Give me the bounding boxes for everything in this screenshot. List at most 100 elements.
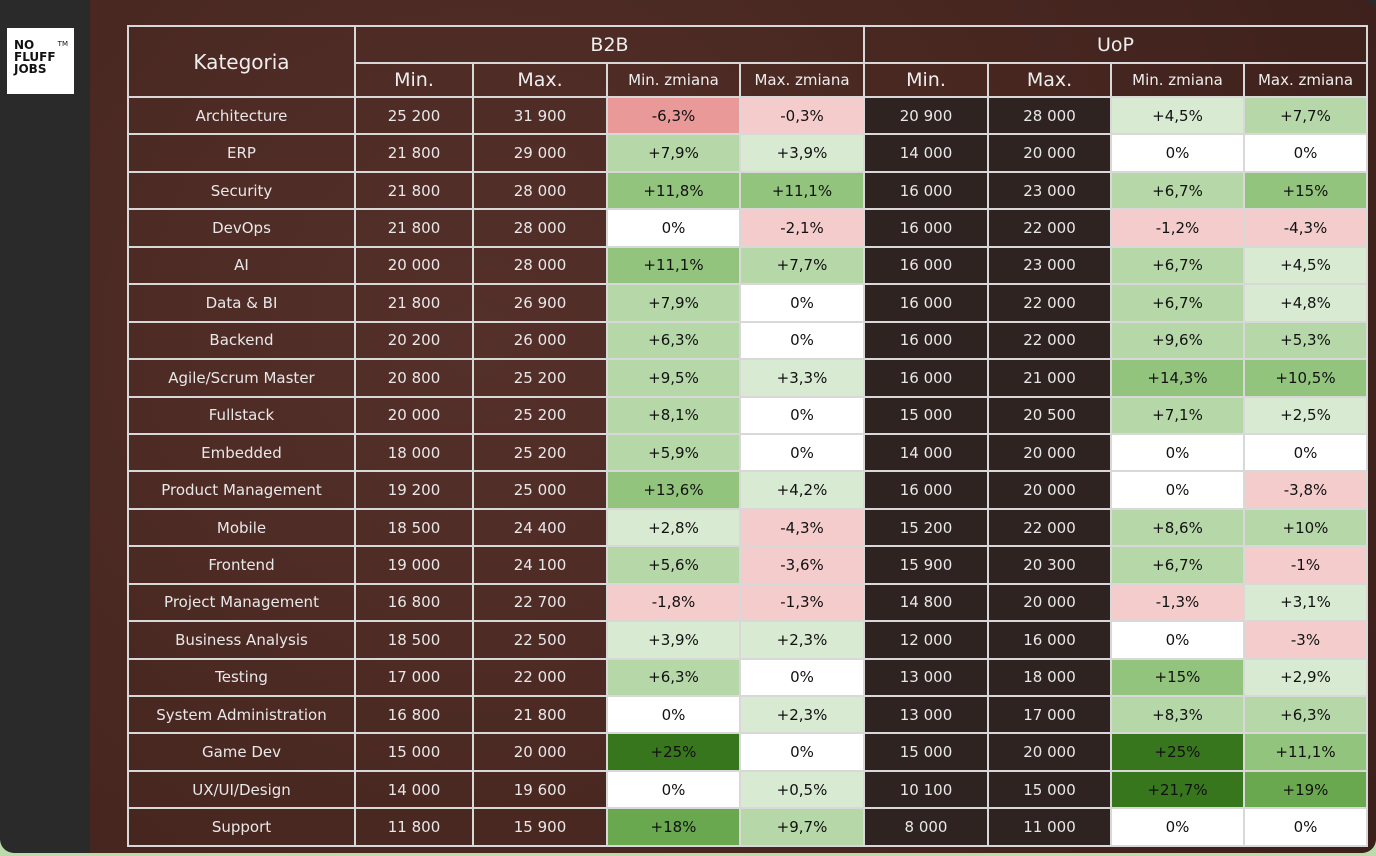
uop-max-cell: 20 300: [987, 545, 1112, 585]
table-row: Testing 17 000 22 000 +6,3% 0% 13 000 18 000 +1…: [127, 657, 1368, 698]
b2b-max-cell: 28 000: [472, 208, 608, 248]
uop-max-change-cell: +2,5%: [1243, 395, 1368, 435]
uop-max-change-cell: -3%: [1243, 620, 1368, 660]
b2b-max-change-cell: 0%: [739, 732, 865, 772]
b2b-min-cell: 21 800: [354, 133, 474, 173]
b2b-max-cell: 26 000: [472, 320, 608, 361]
uop-max-cell: 22 000: [987, 507, 1112, 548]
table-row: Backend 20 200 26 000 +6,3% 0% 16 000 22 000 +9…: [127, 320, 1368, 361]
b2b-max-cell: 25 200: [472, 432, 608, 473]
table-row: Embedded 18 000 25 200 +5,9% 0% 14 000 20 000 0…: [127, 432, 1368, 473]
table-row: Data & BI 21 800 26 900 +7,9% 0% 16 000 22 000…: [127, 283, 1368, 323]
b2b-max-cell: 28 000: [472, 245, 608, 286]
b2b-min-cell: 14 000: [354, 769, 474, 810]
header-b2b-max-change: Max. zmiana: [739, 62, 865, 98]
b2b-max-change-cell: +11,1%: [739, 170, 865, 211]
b2b-min-cell: 19 000: [354, 545, 474, 585]
b2b-min-change-cell: +3,9%: [606, 620, 741, 660]
b2b-min-change-cell: +2,8%: [606, 507, 741, 548]
table-row: Mobile 18 500 24 400 +2,8% -4,3% 15 200 22 000…: [127, 507, 1368, 548]
table-row: Architecture 25 200 31 900 -6,3% -0,3% 20 900…: [127, 95, 1368, 136]
category-cell: Security: [127, 170, 356, 211]
uop-min-change-cell: +8,6%: [1110, 507, 1245, 548]
uop-min-cell: 15 000: [863, 395, 989, 435]
table-row: Project Management 16 800 22 700 -1,8% -1,3%…: [127, 582, 1368, 623]
uop-max-change-cell: +4,5%: [1243, 245, 1368, 286]
category-cell: Project Management: [127, 582, 356, 623]
table-row: UX/UI/Design 14 000 19 600 0% +0,5% 10 100 15 …: [127, 769, 1368, 810]
b2b-max-change-cell: 0%: [739, 395, 865, 435]
b2b-max-change-cell: +4,2%: [739, 470, 865, 510]
header-uop: UoP: [863, 25, 1368, 64]
b2b-max-change-cell: -4,3%: [739, 507, 865, 548]
b2b-max-change-cell: +3,3%: [739, 358, 865, 398]
b2b-max-cell: 24 400: [472, 507, 608, 548]
b2b-min-cell: 21 800: [354, 283, 474, 323]
b2b-max-cell: 20 000: [472, 732, 608, 772]
uop-max-change-cell: 0%: [1243, 432, 1368, 473]
category-cell: Game Dev: [127, 732, 356, 772]
category-cell: Data & BI: [127, 283, 356, 323]
b2b-min-cell: 25 200: [354, 95, 474, 136]
table-row: Support 11 800 15 900 +18% +9,7% 8 000 11 000 0…: [127, 807, 1368, 847]
b2b-min-cell: 19 200: [354, 470, 474, 510]
b2b-max-change-cell: 0%: [739, 432, 865, 473]
b2b-min-change-cell: +7,9%: [606, 133, 741, 173]
uop-max-change-cell: +15%: [1243, 170, 1368, 211]
uop-max-change-cell: +6,3%: [1243, 694, 1368, 735]
table-row: Frontend 19 000 24 100 +5,6% -3,6% 15 900 20 3…: [127, 545, 1368, 585]
uop-max-cell: 20 000: [987, 732, 1112, 772]
b2b-max-change-cell: +0,5%: [739, 769, 865, 810]
header-uop-min: Min.: [863, 62, 989, 98]
uop-min-cell: 16 000: [863, 170, 989, 211]
b2b-max-change-cell: 0%: [739, 657, 865, 698]
b2b-min-cell: 21 800: [354, 208, 474, 248]
category-cell: Architecture: [127, 95, 356, 136]
b2b-min-change-cell: +8,1%: [606, 395, 741, 435]
uop-min-cell: 16 000: [863, 208, 989, 248]
b2b-min-change-cell: +6,3%: [606, 320, 741, 361]
b2b-max-cell: 15 900: [472, 807, 608, 847]
uop-max-cell: 22 000: [987, 208, 1112, 248]
b2b-max-cell: 22 000: [472, 657, 608, 698]
b2b-max-cell: 25 200: [472, 395, 608, 435]
b2b-min-change-cell: +13,6%: [606, 470, 741, 510]
b2b-min-change-cell: +5,9%: [606, 432, 741, 473]
table-row: System Administration 16 800 21 800 0% +2,3%…: [127, 694, 1368, 735]
b2b-min-cell: 17 000: [354, 657, 474, 698]
uop-min-change-cell: +6,7%: [1110, 283, 1245, 323]
table-row: AI 20 000 28 000 +11,1% +7,7% 16 000 23 000 +6,…: [127, 245, 1368, 286]
category-cell: Agile/Scrum Master: [127, 358, 356, 398]
uop-min-cell: 20 900: [863, 95, 989, 136]
header-category: Kategoria: [127, 25, 356, 98]
b2b-min-change-cell: +11,1%: [606, 245, 741, 286]
b2b-max-cell: 24 100: [472, 545, 608, 585]
b2b-min-cell: 16 800: [354, 694, 474, 735]
b2b-max-change-cell: 0%: [739, 283, 865, 323]
uop-max-change-cell: +10%: [1243, 507, 1368, 548]
b2b-min-change-cell: 0%: [606, 208, 741, 248]
b2b-max-cell: 26 900: [472, 283, 608, 323]
table-row: Business Analysis 18 500 22 500 +3,9% +2,3% 1…: [127, 620, 1368, 660]
table-row: DevOps 21 800 28 000 0% -2,1% 16 000 22 000 -1,…: [127, 208, 1368, 248]
uop-max-cell: 22 000: [987, 283, 1112, 323]
b2b-min-change-cell: +25%: [606, 732, 741, 772]
uop-max-change-cell: -3,8%: [1243, 470, 1368, 510]
b2b-max-change-cell: -3,6%: [739, 545, 865, 585]
uop-min-change-cell: 0%: [1110, 470, 1245, 510]
uop-max-change-cell: +2,9%: [1243, 657, 1368, 698]
uop-min-cell: 16 000: [863, 320, 989, 361]
b2b-max-change-cell: +2,3%: [739, 694, 865, 735]
b2b-min-cell: 18 000: [354, 432, 474, 473]
category-cell: Mobile: [127, 507, 356, 548]
category-cell: System Administration: [127, 694, 356, 735]
uop-min-change-cell: +8,3%: [1110, 694, 1245, 735]
header-uop-max: Max.: [987, 62, 1112, 98]
uop-max-cell: 21 000: [987, 358, 1112, 398]
category-cell: Support: [127, 807, 356, 847]
uop-min-change-cell: +9,6%: [1110, 320, 1245, 361]
uop-max-change-cell: -1%: [1243, 545, 1368, 585]
b2b-min-cell: 20 000: [354, 395, 474, 435]
logo-line: NO: [14, 38, 35, 52]
b2b-min-cell: 16 800: [354, 582, 474, 623]
